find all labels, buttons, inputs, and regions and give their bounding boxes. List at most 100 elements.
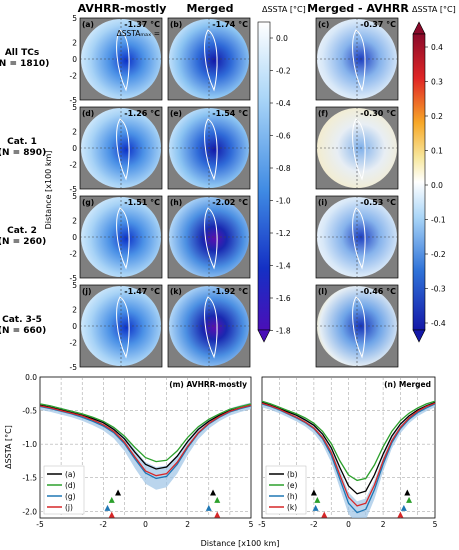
map-y-tick: -2 xyxy=(70,160,78,169)
profile-panel-1: (m) AVHRR-mostly -5 -2 0 2 5 0.0 -0.5 -1.0 -1.5 -2… xyxy=(22,373,253,529)
column-title-2: Merged xyxy=(186,2,233,15)
colorbar-diff-tick-label: 0.1 xyxy=(431,147,443,156)
panel-label: (d) xyxy=(82,109,94,118)
map-y-tick: 5 xyxy=(72,103,77,112)
legend-entry: (a) xyxy=(65,470,76,479)
map-y-tick: 2 xyxy=(72,39,77,48)
profile-x-tick: 2 xyxy=(381,520,386,529)
panel-label: (h) xyxy=(170,198,182,207)
colorbar-diff-bar xyxy=(412,33,426,331)
profile-plot-area xyxy=(262,400,435,518)
row-label-3: Cat. 2 xyxy=(7,226,37,236)
map-y-tick: -2 xyxy=(70,249,78,258)
profile-y-tick: 0.0 xyxy=(25,373,37,382)
marker-g xyxy=(205,504,212,511)
map-panel-6: (f) -0.30 °C xyxy=(315,106,399,190)
colorbar-diff-label: ΔSSTA [°C] xyxy=(412,5,456,14)
profile-y-tick: -1.5 xyxy=(22,474,37,483)
panel-label: (j) xyxy=(82,287,91,296)
marker-k xyxy=(397,511,404,518)
panel-label: (l) xyxy=(318,287,327,296)
profile-legend: (b) (e) (h) (k) xyxy=(265,465,307,515)
colorbar-sst-tick-label: -1.8 xyxy=(276,327,291,336)
panel-value: -0.53 °C xyxy=(360,198,396,207)
colorbar-diff-tick-label: 0.0 xyxy=(431,181,443,190)
map-y-axis-label: Distance [x100 km] xyxy=(44,151,53,230)
map-y-tick: -5 xyxy=(70,274,78,283)
map-y-tick: 0 xyxy=(72,233,77,242)
map-panel-12: (l) -0.46 °C xyxy=(315,284,399,368)
panel-value: -1.26 °C xyxy=(124,109,160,118)
map-y-tick: -5 xyxy=(70,363,78,372)
panel-value: -1.51 °C xyxy=(124,198,160,207)
profile-x-tick: 5 xyxy=(433,520,438,529)
map-contour xyxy=(352,296,366,359)
marker-h xyxy=(312,504,319,511)
colorbar-diff-tick-label: -0.1 xyxy=(431,216,446,225)
marker-j xyxy=(108,511,115,518)
colorbar-diff-tick-label: 0.3 xyxy=(431,78,443,87)
map-y-tick: 2 xyxy=(72,217,77,226)
colorbar-sst: ΔSSTA [°C] 0.0 -0.2 -0.4 -0.6 -0.8 -1.0 -1.2 -1… xyxy=(257,5,306,343)
marker-a xyxy=(210,489,217,496)
map-contour xyxy=(116,296,130,359)
colorbar-diff-tick-label: -0.4 xyxy=(431,319,446,328)
map-panel-10: (j) -1.47 °C 5 2 0 -2 -5 xyxy=(70,281,163,372)
map-panel-4: (d) -1.26 °C 5 2 0 -2 -5 xyxy=(70,103,163,194)
map-y-tick: -5 xyxy=(70,96,78,105)
profile-x-tick: 0 xyxy=(143,520,148,529)
profile-y-tick: -0.5 xyxy=(22,407,37,416)
map-contour xyxy=(204,29,218,92)
marker-g xyxy=(104,504,111,511)
colorbar-diff-extend-top xyxy=(412,21,426,35)
row-count-1: (N = 1810) xyxy=(0,59,49,69)
panel-value: -2.02 °C xyxy=(212,198,248,207)
colorbar-sst-tick-label: -1.6 xyxy=(276,294,291,303)
profile-title: (n) Merged xyxy=(384,380,431,389)
panel-label: (b) xyxy=(170,20,182,29)
panel-label: (a) xyxy=(82,20,94,29)
map-panel-5: (e) -1.54 °C xyxy=(167,106,251,190)
marker-b xyxy=(310,489,317,496)
panel-value: -0.30 °C xyxy=(360,109,396,118)
map-y-tick: 5 xyxy=(72,14,77,23)
colorbar-diff-tick-label: -0.2 xyxy=(431,250,446,259)
map-panel-11: (k) -1.92 °C xyxy=(167,284,251,368)
colorbar-diff: ΔSSTA [°C] 0.4 0.3 0.2 0.1 0.0 -0.1 -0.2 -0.3 -0… xyxy=(412,5,456,343)
marker-b xyxy=(404,489,411,496)
panel-label: (g) xyxy=(82,198,94,207)
legend-entry: (j) xyxy=(65,503,73,512)
marker-d xyxy=(108,496,115,503)
row-label-2: Cat. 1 xyxy=(7,137,37,147)
map-contour xyxy=(352,29,366,92)
map-contour xyxy=(204,118,218,181)
row-count-3: (N = 260) xyxy=(0,237,46,247)
panel-label: (e) xyxy=(170,109,182,118)
marker-a xyxy=(115,489,122,496)
profile-y-axis-label: ΔSSTA [°C] xyxy=(4,425,13,469)
legend-entry: (d) xyxy=(65,481,76,490)
legend-entry: (g) xyxy=(65,492,76,501)
panel-label: (k) xyxy=(170,287,182,296)
profile-x-tick: -5 xyxy=(36,520,44,529)
column-title-3: Merged - AVHRR xyxy=(307,2,409,15)
colorbar-diff-tick-label: 0.2 xyxy=(431,112,443,121)
row-count-2: (N = 890) xyxy=(0,148,46,158)
colorbar-sst-tick-label: -1.0 xyxy=(276,197,291,206)
profile-x-tick: 5 xyxy=(249,520,254,529)
panel-value: -1.47 °C xyxy=(124,287,160,296)
colorbar-sst-tick-label: -0.2 xyxy=(276,67,291,76)
colorbar-sst-tick-label: -0.8 xyxy=(276,164,291,173)
legend-entry: (k) xyxy=(287,503,297,512)
series-spread-band xyxy=(40,402,251,490)
map-panel-2: (b) -1.74 °C xyxy=(167,17,251,101)
profile-y-tick: -2.0 xyxy=(22,507,37,516)
series-line-e xyxy=(262,400,435,482)
map-y-tick: -2 xyxy=(70,338,78,347)
map-contour xyxy=(204,296,218,359)
marker-k xyxy=(321,511,328,518)
map-panel-8: (h) -2.02 °C xyxy=(167,195,251,279)
marker-d xyxy=(214,496,221,503)
